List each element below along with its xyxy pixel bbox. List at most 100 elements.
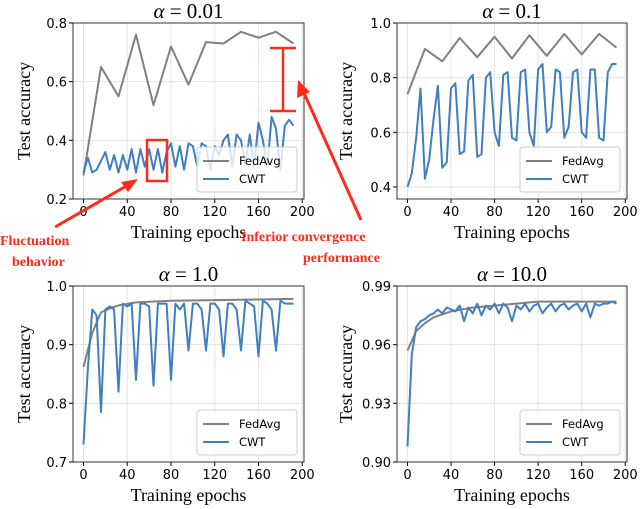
legend: FedAvg CWT	[519, 146, 621, 193]
legend-box	[519, 409, 621, 456]
y-tick-label: 0.9	[46, 339, 67, 354]
y-tick-label: 0.96	[362, 339, 391, 354]
x-tick-label: 200	[613, 468, 638, 483]
y-tick-label: 0.2	[46, 193, 67, 208]
legend: FedAvg CWT	[196, 146, 298, 193]
x-axis-label: Training epochs	[131, 485, 247, 505]
x-tick-label: 120	[202, 468, 227, 483]
title-value: = 1.0	[175, 262, 218, 286]
title-alpha-symbol: α	[153, 0, 169, 23]
chart-title: α = 0.1	[482, 0, 542, 23]
x-axis-label: Training epochs	[131, 222, 247, 242]
x-tick-label: 80	[163, 468, 180, 483]
legend-label-fedavg: FedAvg	[239, 417, 281, 431]
panels: 0 40 80 120 160 200 0.2 0.4 0.6 0.8 FedAvg CWT α = 0…	[14, 0, 638, 505]
x-tick-label: 120	[526, 205, 551, 220]
y-axis-label: Test accuracy	[336, 62, 356, 160]
legend-label-cwt: CWT	[239, 172, 266, 186]
axes-frame	[72, 22, 305, 200]
y-tick-label: 0.7	[46, 456, 67, 471]
y-tick-label: 0.8	[370, 72, 391, 87]
axes-frame	[396, 285, 628, 463]
chart-title: α = 10.0	[477, 262, 547, 286]
x-tick-label: 200	[613, 205, 638, 220]
legend-label-cwt: CWT	[562, 435, 589, 449]
x-tick-label: 40	[443, 205, 460, 220]
x-tick-label: 40	[443, 468, 460, 483]
x-tick-label: 0	[79, 468, 87, 483]
y-tick-label: 0.8	[46, 397, 67, 412]
y-axis-label: Test accuracy	[336, 325, 356, 423]
legend-box	[519, 146, 621, 193]
legend: FedAvg CWT	[519, 409, 621, 456]
x-tick-label: 160	[569, 205, 594, 220]
series-line-cwt	[82, 299, 294, 445]
legend-label-fedavg: FedAvg	[562, 154, 604, 168]
fluctuation-label-line2: behavior	[12, 255, 65, 270]
fluctuation-arrow	[54, 179, 138, 229]
y-tick-label: 1.0	[46, 280, 67, 295]
y-tick-label: 0.93	[362, 397, 391, 412]
annotations: Fluctuation behavior Inferior convergenc…	[0, 46, 380, 270]
series-line-fedavg	[406, 32, 618, 95]
y-tick-label: 0.90	[362, 456, 391, 471]
x-tick-label: 0	[403, 205, 411, 220]
y-tick-label: 1.0	[370, 17, 391, 32]
axes-frame	[72, 285, 305, 463]
series-line-cwt	[406, 63, 617, 188]
title-alpha-symbol: α	[159, 262, 175, 286]
y-tick-label: 0.99	[362, 280, 391, 295]
x-tick-label: 40	[119, 205, 136, 220]
chart-panel-1: 0 40 80 120 160 200 0.2 0.4 0.6 0.8 FedAvg CWT α = 0…	[14, 0, 315, 242]
series-line-cwt	[406, 300, 617, 447]
legend-box	[196, 409, 298, 456]
y-tick-label: 0.6	[370, 126, 391, 141]
y-tick-label: 0.8	[46, 17, 67, 32]
x-axis-label: Training epochs	[454, 222, 570, 242]
chart-title: α = 0.01	[153, 0, 223, 23]
inferior-label-line1: Inferior convergence	[241, 230, 366, 245]
convergence-gap-bracket	[270, 46, 296, 113]
y-tick-label: 0.4	[46, 134, 67, 149]
legend-label-fedavg: FedAvg	[562, 417, 604, 431]
legend-label-cwt: CWT	[562, 172, 589, 186]
inferior-arrow	[297, 80, 363, 221]
title-alpha-symbol: α	[477, 262, 493, 286]
y-axis-label: Test accuracy	[14, 62, 34, 160]
chart-title: α = 1.0	[159, 262, 219, 286]
inferior-label-line2: performance	[303, 251, 380, 266]
axes-frame	[396, 22, 628, 200]
x-axis-label: Training epochs	[454, 485, 570, 505]
series-line-cwt	[82, 115, 295, 174]
x-tick-label: 80	[163, 205, 180, 220]
x-tick-label: 120	[202, 205, 227, 220]
x-tick-label: 120	[526, 468, 551, 483]
fluctuation-highlight-box	[145, 138, 169, 183]
chart-panel-3: 0 40 80 120 160 200 0.7 0.8 0.9 1.0 FedAvg CWT α = 1…	[14, 262, 315, 505]
title-alpha-symbol: α	[482, 0, 498, 23]
x-tick-label: 200	[290, 468, 315, 483]
x-tick-label: 160	[569, 468, 594, 483]
fluctuation-label-line1: Fluctuation	[0, 234, 69, 249]
y-tick-label: 0.6	[46, 76, 67, 91]
legend-label-cwt: CWT	[239, 435, 266, 449]
chart-panel-2: 0 40 80 120 160 200 0.4 0.6 0.8 1.0 FedAvg CWT α = 0…	[336, 0, 638, 242]
series-line-fedavg	[406, 300, 617, 351]
title-value: = 0.1	[498, 0, 541, 23]
x-tick-label: 80	[486, 468, 503, 483]
series-line-fedavg	[82, 30, 295, 176]
legend: FedAvg CWT	[196, 409, 298, 456]
legend-box	[196, 146, 298, 193]
y-axis-label: Test accuracy	[14, 325, 34, 423]
x-tick-label: 160	[246, 205, 271, 220]
x-tick-label: 0	[79, 205, 87, 220]
title-value: = 10.0	[493, 262, 547, 286]
title-value: = 0.01	[170, 0, 224, 23]
x-tick-label: 0	[403, 468, 411, 483]
x-tick-label: 160	[246, 468, 271, 483]
legend-label-fedavg: FedAvg	[239, 154, 281, 168]
chart-panel-4: 0 40 80 120 160 200 0.90 0.93 0.96 0.99 FedAvg CWT α…	[336, 262, 638, 505]
y-tick-label: 0.4	[370, 181, 391, 196]
x-tick-label: 40	[119, 468, 136, 483]
x-tick-label: 80	[486, 205, 503, 220]
